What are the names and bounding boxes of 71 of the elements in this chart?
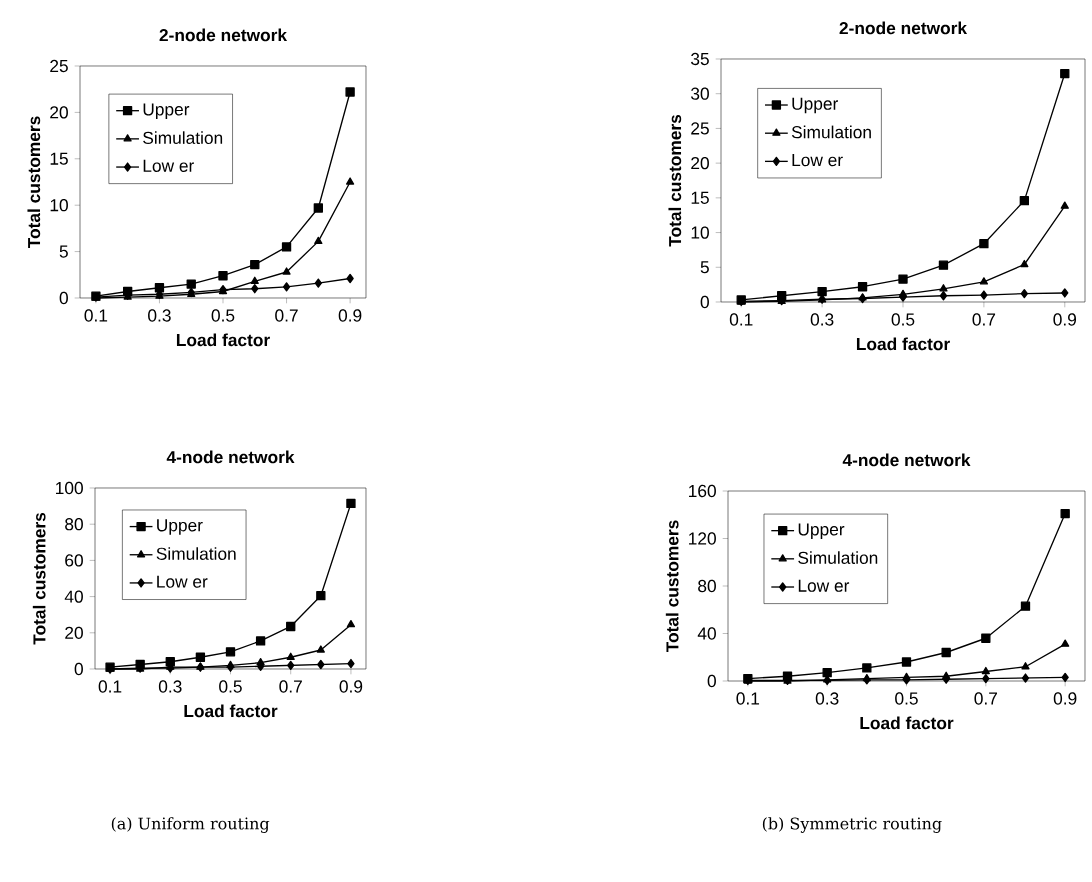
x-tick-label: 0.9 — [1053, 313, 1077, 326]
y-tick-label: 40 — [697, 627, 716, 640]
y-tick-label: 15 — [691, 191, 709, 204]
x-tick-label: 0.5 — [219, 680, 242, 693]
x-axis-title: Load factor — [856, 337, 950, 351]
legend-label: Low er — [792, 154, 843, 167]
x-axis-title: Load factor — [860, 716, 954, 730]
y-axis-title: Total customers — [27, 116, 41, 249]
legend-label: Simulation — [791, 125, 871, 139]
chart-title: 2-node network — [159, 28, 288, 42]
x-tick-label: 0.1 — [98, 680, 122, 693]
x-tick-label: 0.5 — [211, 309, 235, 322]
chart-title: 4-node network — [842, 453, 971, 467]
y-tick-label: 0 — [59, 291, 68, 305]
y-tick-label: 100 — [56, 481, 83, 495]
legend-label: Low er — [143, 159, 195, 172]
chart-title: 4-node network — [166, 450, 295, 464]
x-tick-label: 0.1 — [736, 692, 760, 705]
x-tick-label: 0.5 — [891, 313, 915, 326]
y-tick-label: 5 — [59, 245, 68, 258]
x-tick-label: 0.9 — [1053, 692, 1077, 705]
y-tick-label: 10 — [50, 199, 68, 212]
x-tick-label: 0.7 — [974, 692, 997, 705]
y-tick-label: 25 — [50, 59, 68, 73]
y-tick-label: 0 — [700, 295, 709, 309]
y-axis-title: Total customers — [665, 520, 679, 653]
legend-label: Upper — [143, 103, 190, 119]
y-tick-label: 120 — [689, 532, 716, 545]
y-tick-label: 15 — [50, 152, 68, 165]
x-tick-label: 0.3 — [148, 309, 171, 322]
y-tick-label: 160 — [689, 484, 716, 498]
y-tick-label: 20 — [691, 157, 709, 170]
x-tick-label: 0.3 — [810, 313, 834, 326]
y-tick-label: 0 — [74, 662, 83, 676]
legend-label: Simulation — [143, 131, 223, 145]
chart-title: 2-node network — [839, 21, 968, 35]
y-tick-label: 80 — [698, 579, 716, 593]
y-tick-label: 20 — [50, 106, 68, 119]
x-axis-title: Load factor — [184, 704, 278, 718]
x-tick-label: 0.7 — [275, 309, 298, 322]
y-tick-label: 60 — [65, 554, 83, 567]
text: (a) Uniform routing — [111, 817, 270, 833]
x-tick-label: 0.9 — [338, 309, 362, 322]
y-tick-label: 0 — [707, 674, 716, 688]
legend-label: Upper — [157, 519, 203, 535]
y-tick-label: 30 — [691, 87, 709, 100]
x-tick-label: 0.7 — [972, 313, 996, 326]
legend-label: Upper — [792, 97, 839, 114]
legend-label: Simulation — [156, 547, 236, 560]
legend-label: Low er — [798, 579, 850, 592]
x-tick-label: 0.9 — [339, 680, 363, 693]
x-tick-label: 0.3 — [158, 680, 182, 693]
x-tick-label: 0.1 — [84, 309, 108, 322]
y-tick-label: 5 — [700, 261, 709, 274]
y-tick-label: 10 — [691, 226, 709, 239]
text: (b) Symmetric routing — [762, 817, 942, 833]
y-tick-label: 35 — [691, 52, 709, 66]
y-tick-label: 20 — [65, 626, 83, 639]
y-axis-title: Total customers — [668, 114, 682, 247]
legend-label: Upper — [798, 523, 845, 539]
y-axis-title: Total customers — [32, 512, 46, 645]
x-tick-label: 0.1 — [729, 313, 753, 326]
y-tick-label: 80 — [65, 518, 83, 531]
y-tick-label: 25 — [691, 122, 709, 135]
x-tick-label: 0.7 — [279, 680, 302, 693]
x-tick-label: 0.5 — [895, 692, 918, 705]
x-axis-title: Load factor — [176, 333, 270, 347]
legend-label: Low er — [157, 575, 208, 588]
legend-label: Simulation — [798, 551, 878, 564]
x-tick-label: 0.3 — [815, 692, 839, 705]
y-tick-label: 40 — [64, 590, 83, 603]
